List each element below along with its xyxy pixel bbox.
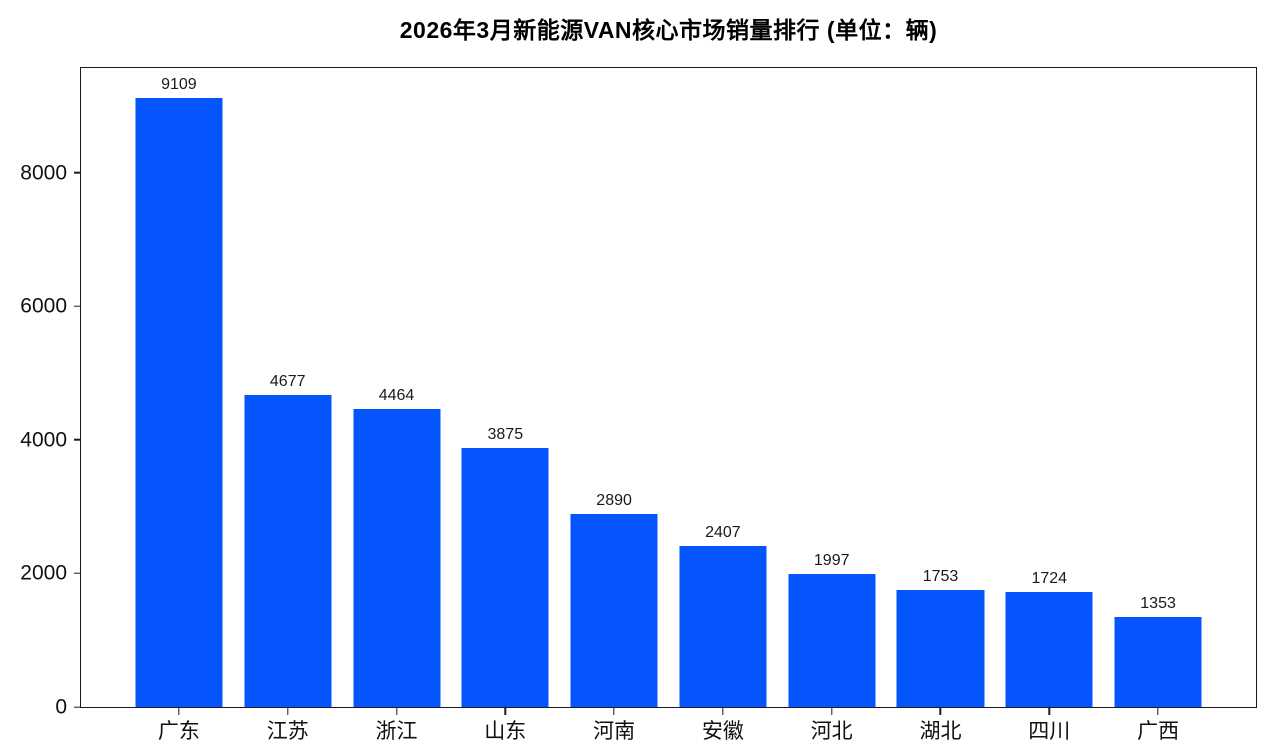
bar-value-label-浙江: 4464 [378,386,415,404]
x-tick-label-广西: 广西 [1137,720,1180,743]
bar-value-label-广东: 9109 [161,76,197,94]
y-tick-mark-8000 [74,171,81,174]
x-tick-mark-浙江 [395,707,398,715]
bar-浙江 [352,408,441,707]
y-tick-mark-2000 [74,572,81,575]
y-tick-label-0: 0 [55,695,67,719]
bar-value-label-河北: 1997 [813,551,850,569]
x-tick-mark-广西 [1157,707,1159,715]
bar-value-label-四川: 1724 [1031,569,1068,587]
y-tick-label-2000: 2000 [20,561,67,585]
bar-江苏 [244,394,332,707]
plot-area: 0 2000 4000 6000 8000 9109 4677 4464 3875 2890 24… [20,67,1257,742]
x-tick-label-浙江: 浙江 [375,720,418,743]
bar-广东 [135,98,223,707]
bar-湖北 [896,589,984,707]
x-tick-mark-四川 [1048,707,1050,715]
bar-value-label-河南: 2890 [596,491,632,509]
y-tick-label-8000: 8000 [20,161,67,184]
x-tick-mark-江苏 [287,707,289,715]
x-tick-label-四川: 四川 [1028,720,1071,743]
x-tick-mark-河北 [830,707,833,715]
chart-title: 2026年3月新能源VAN核心市场销量排行 (单位：辆) [399,17,938,43]
bar-四川 [1005,591,1093,707]
bar-山东 [461,448,549,707]
bar-河北 [788,573,876,707]
x-tick-label-河南: 河南 [593,720,636,743]
bar-value-label-湖北: 1753 [922,567,959,585]
y-tick-mark-4000 [74,439,81,441]
x-tick-mark-安徽 [722,707,724,715]
bar-安徽 [679,546,767,707]
bar-value-label-山东: 3875 [487,426,524,444]
bar-value-label-江苏: 4677 [269,372,306,390]
x-tick-mark-湖北 [939,707,942,715]
x-tick-label-山东: 山东 [484,720,527,743]
y-tick-mark-0 [74,706,81,708]
x-tick-label-江苏: 江苏 [266,720,309,743]
bar-广西 [1114,616,1202,707]
x-tick-mark-广东 [178,707,180,715]
bar-河南 [570,513,658,707]
bar-value-label-安徽: 2407 [705,524,741,542]
x-tick-label-湖北: 湖北 [919,720,962,743]
bar-value-label-广西: 1353 [1140,594,1176,612]
y-tick-label-4000: 4000 [20,428,67,452]
y-tick-label-6000: 6000 [20,294,67,318]
x-tick-mark-山东 [504,707,506,715]
y-tick-mark-6000 [74,305,81,307]
x-tick-label-安徽: 安徽 [701,720,744,743]
x-tick-label-广东: 广东 [157,720,200,743]
x-tick-label-河北: 河北 [810,720,853,743]
x-tick-mark-河南 [613,707,615,715]
